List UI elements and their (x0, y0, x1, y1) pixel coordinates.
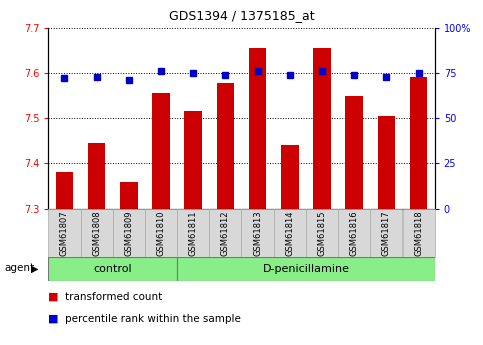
Bar (216, 83, 234, 209)
Bar (56, 172, 73, 209)
Text: ■: ■ (48, 292, 59, 302)
Text: GSM61810: GSM61810 (156, 210, 166, 256)
Bar (378, 116, 395, 209)
Text: control: control (93, 264, 132, 274)
Bar (313, 48, 331, 209)
Text: GSM61817: GSM61817 (382, 210, 391, 256)
Text: transformed count: transformed count (65, 292, 162, 302)
Bar (370, 209, 402, 257)
Bar (152, 93, 170, 209)
Bar (177, 209, 209, 257)
Text: GSM61813: GSM61813 (253, 210, 262, 256)
Text: GSM61818: GSM61818 (414, 210, 423, 256)
Bar (88, 143, 105, 209)
Bar (177, 257, 435, 281)
Text: GSM61812: GSM61812 (221, 210, 230, 256)
Bar (120, 181, 138, 209)
Text: agent: agent (5, 264, 35, 273)
Text: ■: ■ (48, 314, 59, 324)
Bar (185, 111, 202, 209)
Text: ▶: ▶ (31, 264, 39, 273)
Text: GSM61808: GSM61808 (92, 210, 101, 256)
Bar (249, 48, 267, 209)
Bar (402, 209, 435, 257)
Bar (242, 209, 274, 257)
Text: GSM61811: GSM61811 (189, 210, 198, 256)
Bar (274, 209, 306, 257)
Bar (345, 96, 363, 209)
Text: GSM61807: GSM61807 (60, 210, 69, 256)
Bar (48, 209, 81, 257)
Bar (410, 77, 427, 209)
Text: D-penicillamine: D-penicillamine (262, 264, 349, 274)
Bar (306, 209, 338, 257)
Bar (81, 209, 113, 257)
Bar (48, 257, 177, 281)
Bar (281, 145, 298, 209)
Text: GSM61809: GSM61809 (124, 210, 133, 256)
Bar (113, 209, 145, 257)
Text: percentile rank within the sample: percentile rank within the sample (65, 314, 241, 324)
Bar (338, 209, 370, 257)
Text: GDS1394 / 1375185_at: GDS1394 / 1375185_at (169, 9, 314, 22)
Bar (145, 209, 177, 257)
Text: GSM61814: GSM61814 (285, 210, 294, 256)
Text: GSM61816: GSM61816 (350, 210, 359, 256)
Bar (209, 209, 242, 257)
Text: GSM61815: GSM61815 (317, 210, 327, 256)
